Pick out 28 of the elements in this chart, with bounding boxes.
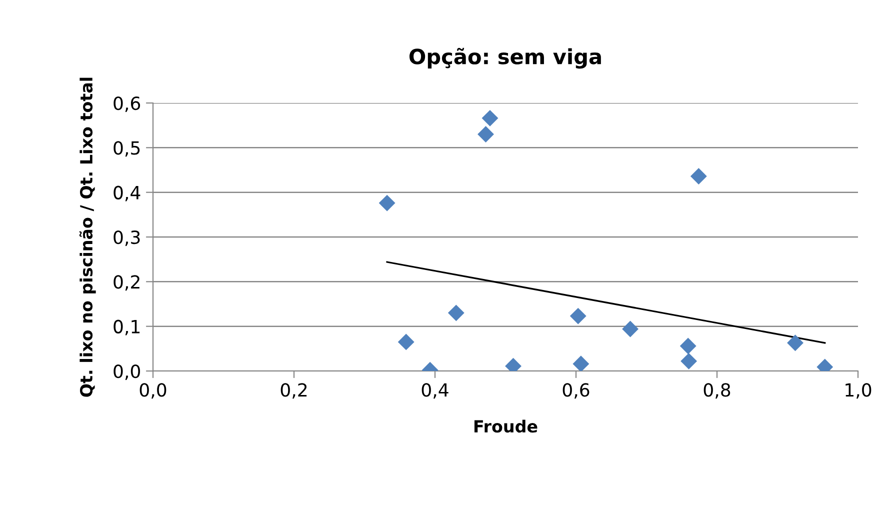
point: [570, 308, 586, 324]
y-tick-label: 0,1: [114, 320, 140, 336]
point: [572, 356, 590, 371]
y-tick-label: 0,2: [114, 275, 140, 291]
x-tick-label: 0,6: [562, 383, 590, 399]
point: [482, 110, 498, 126]
point: [680, 338, 696, 354]
x-axis-title: Froude: [474, 420, 538, 433]
point: [378, 194, 396, 212]
point: [478, 126, 494, 142]
point: [622, 320, 638, 338]
y-tick-label: 0,3: [114, 230, 140, 246]
point: [680, 352, 698, 370]
point: [398, 334, 414, 350]
point: [690, 168, 707, 184]
x-tick-label: 0,4: [422, 383, 448, 399]
chart-title: Opção: sem viga: [409, 48, 601, 69]
x-tick-label: 0,2: [280, 383, 307, 399]
y-tick-label: 0,6: [114, 96, 140, 112]
x-tick-label: 0,0: [140, 383, 166, 399]
y-tick-label: 0,4: [114, 186, 140, 202]
x-tick-label: 0,8: [704, 383, 730, 399]
x-tick-label: 1,0: [846, 383, 872, 399]
y-axis-title: Qt. lixo no piscinão / Qt. Lixo total: [79, 78, 96, 397]
point: [787, 334, 804, 352]
y-tick-label: 0,5: [114, 141, 140, 157]
point: [448, 304, 464, 322]
y-tick-label: 0,0: [114, 364, 140, 380]
